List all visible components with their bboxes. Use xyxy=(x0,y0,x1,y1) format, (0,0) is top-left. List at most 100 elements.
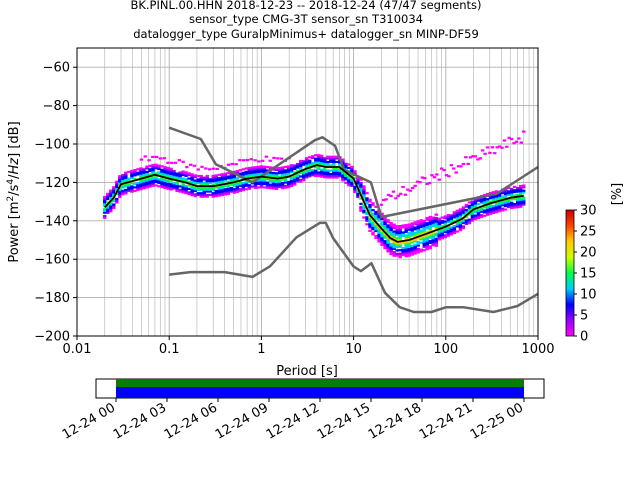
heatmap-cell xyxy=(145,182,149,186)
heatmap-cell xyxy=(386,236,390,239)
heatmap-cell xyxy=(383,224,387,227)
heatmap-cell xyxy=(311,174,315,177)
heatmap-cell xyxy=(238,184,243,187)
heatmap-outlier xyxy=(517,137,521,140)
heatmap-cell xyxy=(172,171,176,175)
heatmap-cell xyxy=(341,170,345,173)
heatmap-cell xyxy=(488,195,493,198)
heatmap-cell xyxy=(301,160,306,163)
new-high-noise-model-line xyxy=(168,126,538,219)
heatmap-cell xyxy=(347,163,351,166)
heatmap-cell xyxy=(479,215,484,219)
heatmap-cell xyxy=(515,206,520,209)
heatmap-cell xyxy=(265,181,270,184)
heatmap-cell xyxy=(350,179,354,182)
heatmap-cell xyxy=(311,155,315,158)
heatmap-cell xyxy=(211,193,215,197)
heatmap-cell xyxy=(377,238,381,241)
heatmap-cell xyxy=(347,180,351,183)
heatmap-cell xyxy=(202,183,206,186)
heatmap-cell xyxy=(235,178,240,181)
heatmap-cell xyxy=(449,228,454,231)
heatmap-cell xyxy=(295,162,300,166)
heatmap-cell xyxy=(452,224,457,228)
heatmap-cell xyxy=(229,173,234,176)
heatmap-cell xyxy=(488,212,493,215)
heatmap-cell xyxy=(112,198,116,201)
heatmap-cell xyxy=(214,193,218,196)
heatmap-cell xyxy=(196,180,200,183)
heatmap-cell xyxy=(235,185,240,188)
heatmap-outlier xyxy=(170,161,174,164)
heatmap-cell xyxy=(196,181,200,184)
heatmap-cell xyxy=(160,185,164,189)
heatmap-cell xyxy=(154,167,158,170)
heatmap-cell xyxy=(139,175,143,179)
heatmap-cell xyxy=(262,181,267,184)
heatmap-cell xyxy=(187,193,191,196)
heatmap-cell xyxy=(519,193,523,196)
heatmap-cell xyxy=(395,233,399,236)
heatmap-cell xyxy=(265,183,270,186)
heatmap-cell xyxy=(362,192,366,195)
heatmap-cell xyxy=(259,182,264,185)
heatmap-cell xyxy=(437,222,442,226)
heatmap-cell xyxy=(301,170,306,173)
heatmap-cell xyxy=(314,157,318,160)
heatmap-outlier xyxy=(411,186,415,190)
heatmap-cell xyxy=(455,211,460,214)
heatmap-cell xyxy=(160,165,164,168)
heatmap-cell xyxy=(199,181,203,184)
heatmap-cell xyxy=(428,245,432,248)
heatmap-cell xyxy=(157,167,161,171)
heatmap-cell xyxy=(229,187,234,190)
heatmap-cell xyxy=(470,207,475,210)
y-axis-label: Power [m2/s4/Hz] [dB] xyxy=(6,121,22,262)
heatmap-cell xyxy=(175,182,179,186)
heatmap-cell xyxy=(416,230,420,233)
heatmap-cell xyxy=(115,180,119,183)
heatmap-cell xyxy=(205,195,209,198)
heatmap-cell xyxy=(323,157,327,160)
time-tick-label: 12-24 12 xyxy=(264,400,322,442)
heatmap-cell xyxy=(175,177,179,180)
heatmap-cell xyxy=(365,211,369,214)
heatmap-cell xyxy=(235,182,240,185)
heatmap-cell xyxy=(512,204,517,207)
heatmap-cell xyxy=(232,176,237,179)
heatmap-cell xyxy=(265,186,270,189)
heatmap-cell xyxy=(115,187,119,190)
heatmap-cell xyxy=(422,242,426,245)
heatmap-cell xyxy=(226,192,231,195)
heatmap-cell xyxy=(506,202,511,205)
heatmap-cell xyxy=(398,224,402,228)
heatmap-cell xyxy=(329,169,333,172)
heatmap-cell xyxy=(461,213,466,216)
heatmap-cell xyxy=(422,228,426,231)
heatmap-cell xyxy=(467,204,472,207)
heatmap-cell xyxy=(308,171,312,174)
heatmap-cell xyxy=(350,183,354,186)
heatmap-cell xyxy=(109,191,113,194)
heatmap-cell xyxy=(404,236,408,239)
heatmap-cell xyxy=(181,187,185,190)
heatmap-cell xyxy=(449,217,454,220)
heatmap-cell xyxy=(262,169,267,172)
heatmap-cell xyxy=(407,223,411,226)
heatmap-cell xyxy=(431,233,435,236)
heatmap-cell xyxy=(362,206,366,209)
heatmap-cell xyxy=(434,237,439,240)
heatmap-cell xyxy=(503,189,508,192)
heatmap-cell xyxy=(323,162,327,165)
heatmap-cell xyxy=(519,191,523,195)
heatmap-cell xyxy=(148,164,152,167)
y-tick-label: −100 xyxy=(34,138,70,153)
heatmap-cell xyxy=(220,188,225,191)
heatmap-outlier xyxy=(507,136,511,139)
heatmap-cell xyxy=(232,189,237,193)
heatmap-cell xyxy=(497,201,502,204)
heatmap-cell xyxy=(214,174,218,177)
heatmap-cell xyxy=(130,169,134,173)
heatmap-cell xyxy=(431,231,435,235)
heatmap-cell xyxy=(139,182,143,186)
